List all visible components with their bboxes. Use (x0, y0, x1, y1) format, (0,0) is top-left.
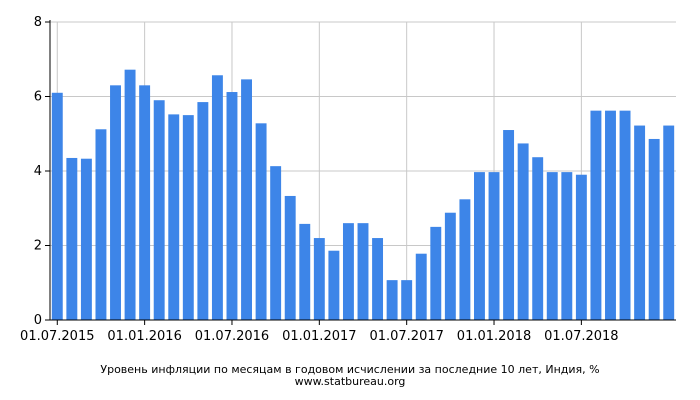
bar-06.2017 (386, 280, 398, 320)
bars (51, 69, 675, 321)
bar-08.2018 (590, 110, 602, 320)
bar-01.2018 (488, 172, 500, 320)
bar-03.2017 (342, 223, 354, 320)
x-tick-labels: 01.07.2015 01.01.2016 01.07.2016 01.01.2017… (20, 329, 619, 344)
bar-08.2015 (66, 157, 78, 320)
y-tick-label: 4 (34, 164, 42, 179)
bar-10.2015 (95, 129, 107, 320)
bar-05.2017 (372, 238, 384, 320)
bar-07.2015 (51, 92, 63, 321)
bar-07.2016 (226, 92, 238, 320)
bar-01.2017 (313, 238, 325, 320)
bar-04.2017 (357, 223, 369, 320)
x-tick-label: 01.01.2018 (457, 329, 531, 344)
x-tick-label: 01.07.2017 (369, 329, 443, 344)
bar-12.2018 (648, 138, 660, 320)
bar-02.2018 (503, 130, 515, 320)
bar-08.2016 (241, 79, 252, 321)
bar-11.2016 (284, 195, 296, 320)
bar-05.2016 (197, 102, 209, 321)
bar-07.2018 (575, 174, 587, 320)
axes (45, 20, 676, 325)
bar-12.2017 (474, 172, 485, 320)
y-tick-label: 8 (34, 15, 42, 30)
bar-02.2017 (328, 250, 340, 320)
bar-11.2018 (634, 125, 646, 321)
bar-09.2015 (80, 158, 92, 320)
bar-02.2016 (153, 100, 165, 320)
bar-10.2016 (270, 166, 282, 320)
bar-04.2018 (532, 157, 544, 320)
bar-01.2019 (663, 125, 675, 321)
y-tick-label: 6 (34, 90, 42, 105)
bar-10.2017 (444, 212, 456, 320)
x-tick-label: 01.07.2015 (20, 329, 94, 344)
y-tick-labels: 0 2 4 6 8 (34, 15, 42, 328)
chart-caption-title: Уровень инфляции по месяцам в годовом ис… (100, 363, 600, 376)
x-tick-label: 01.01.2016 (107, 329, 181, 344)
bar-06.2016 (211, 75, 223, 320)
bar-09.2017 (430, 226, 442, 320)
bar-11.2015 (110, 85, 121, 320)
x-tick-label: 01.01.2017 (282, 329, 356, 344)
x-tick-label: 01.07.2016 (195, 329, 269, 344)
bar-09.2018 (605, 110, 616, 320)
bar-11.2017 (459, 199, 471, 320)
bar-03.2018 (517, 143, 529, 320)
bar-06.2018 (561, 172, 573, 320)
bar-01.2016 (139, 85, 151, 320)
bar-10.2018 (619, 110, 631, 320)
bar-05.2018 (546, 172, 558, 320)
bar-12.2015 (124, 69, 136, 321)
bar-08.2017 (415, 253, 427, 320)
bar-12.2016 (299, 223, 311, 320)
bar-09.2016 (255, 123, 267, 320)
bar-07.2017 (401, 280, 413, 320)
x-tick-label: 01.07.2018 (544, 329, 618, 344)
bar-04.2016 (182, 115, 194, 320)
chart-caption-source: www.statbureau.org (294, 375, 406, 388)
y-tick-label: 0 (34, 313, 42, 328)
y-tick-label: 2 (34, 239, 42, 254)
bar-03.2016 (168, 114, 180, 320)
